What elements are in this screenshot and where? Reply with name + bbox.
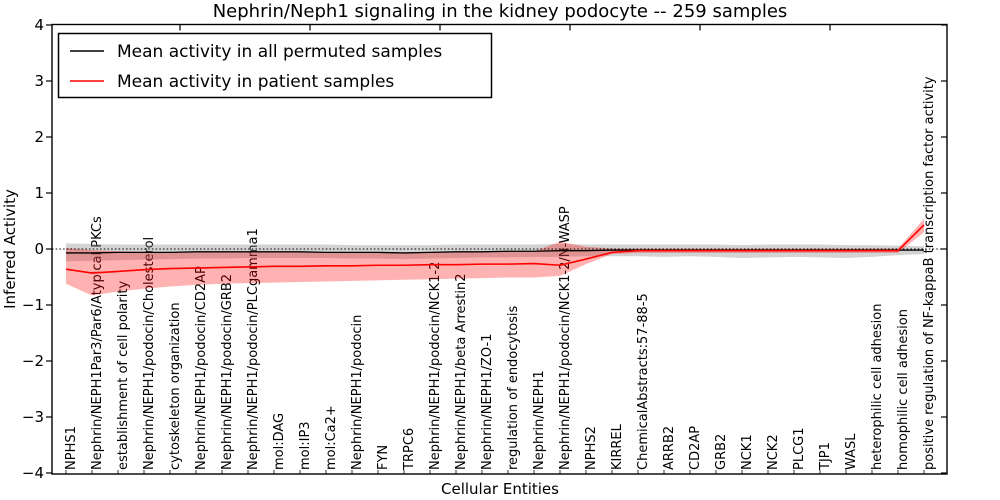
- y-tick-label: −1: [22, 296, 44, 314]
- y-tick-label: −4: [22, 464, 44, 482]
- y-axis-tick-labels: −4 −3 −2 −1 0 1 2 3 4: [22, 16, 44, 482]
- x-tick-label: Nephrin/NEPH1/ZO-1: [480, 334, 495, 470]
- x-axis-label: Cellular Entities: [441, 480, 559, 498]
- x-tick-label: Nephrin/NEPH1/podocin/PLCgamma1: [246, 228, 261, 470]
- x-tick-label: GRB2: [714, 434, 729, 470]
- x-tick-label: Nephrin/NEPH1: [532, 370, 547, 470]
- x-tick-label: Nephrin/NEPH1/podocin/NCK1-2/N-WASP: [558, 206, 573, 470]
- chart-title: Nephrin/Neph1 signaling in the kidney po…: [213, 1, 788, 22]
- y-tick-label: 2: [34, 128, 44, 146]
- x-tick-label: WASL: [844, 433, 859, 470]
- y-tick-label: 4: [34, 16, 44, 34]
- y-tick-label: 1: [34, 184, 44, 202]
- x-tick-label: NCK2: [766, 434, 781, 470]
- x-tick-label: mol:IP3: [298, 421, 313, 470]
- y-tick-label: −2: [22, 352, 44, 370]
- x-tick-label: Nephrin/NEPH1/podocin/NCK1-2: [428, 262, 443, 470]
- x-tick-label: cytoskeleton organization: [168, 302, 183, 470]
- x-tick-label: NCK1: [740, 434, 755, 470]
- x-tick-label: regulation of endocytosis: [506, 305, 521, 470]
- x-tick-label: Nephrin/NEPH1/podocin/Cholesterol: [142, 237, 157, 470]
- x-tick-label: heterophilic cell adhesion: [870, 304, 885, 471]
- y-tick-label: 3: [34, 72, 44, 90]
- x-tick-label: Nephrin/NEPH1/podocin/CD2AP: [194, 266, 209, 470]
- x-tick-label: mol:Ca2+: [324, 405, 339, 470]
- patient-mean-line: [65, 224, 925, 274]
- x-tick-label: NPHS1: [64, 426, 79, 470]
- x-tick-label: Nephrin/NEPH1/podocin/GRB2: [220, 274, 235, 470]
- x-tick-label: Nephrin/NEPH1Par3/Par6/Atypical PKCs: [90, 216, 105, 470]
- x-tick-label: KIRREL: [610, 423, 625, 470]
- permuted-band: [66, 243, 924, 262]
- x-tick-label: positive regulation of NF-kappaB transcr…: [922, 76, 937, 470]
- legend-box: [57, 32, 493, 99]
- x-tick-label: FYN: [376, 445, 391, 470]
- plot-area: NPHS1 Nephrin/NEPH1Par3/Par6/Atypical PKC…: [46, 23, 948, 475]
- x-tick-label: establishment of cell polarity: [116, 281, 131, 470]
- plot-frame: [51, 23, 948, 475]
- x-tick-label: ChemicalAbstracts:57-88-5: [636, 293, 651, 470]
- x-tick-label: Nephrin/NEPH1/podocin: [350, 315, 365, 470]
- x-tick-label: NPHS2: [584, 426, 599, 470]
- x-axis-tick-labels: NPHS1 Nephrin/NEPH1Par3/Par6/Atypical PKC…: [64, 76, 937, 471]
- legend-label-patient: Mean activity in patient samples: [117, 72, 394, 92]
- patient-band: [66, 218, 924, 296]
- x-tick-label: mol:DAG: [272, 413, 287, 470]
- y-axis-label: Inferred Activity: [1, 189, 19, 309]
- x-tick-label: ARRB2: [662, 426, 677, 470]
- legend-label-permuted: Mean activity in all permuted samples: [117, 42, 442, 62]
- x-tick-label: CD2AP: [688, 426, 703, 470]
- y-tick-label: −3: [22, 408, 44, 426]
- x-tick-label: Nephrin/NEPH1/beta Arrestin2: [454, 274, 469, 471]
- x-tick-label: TRPC6: [402, 428, 417, 471]
- y-tick-label: 0: [34, 240, 44, 258]
- x-tick-label: PLCG1: [792, 427, 807, 470]
- x-tick-label: homophilic cell adhesion: [896, 309, 911, 470]
- legend: Mean activity in all permuted samples Me…: [57, 32, 493, 99]
- x-tick-label: TJP1: [818, 442, 833, 471]
